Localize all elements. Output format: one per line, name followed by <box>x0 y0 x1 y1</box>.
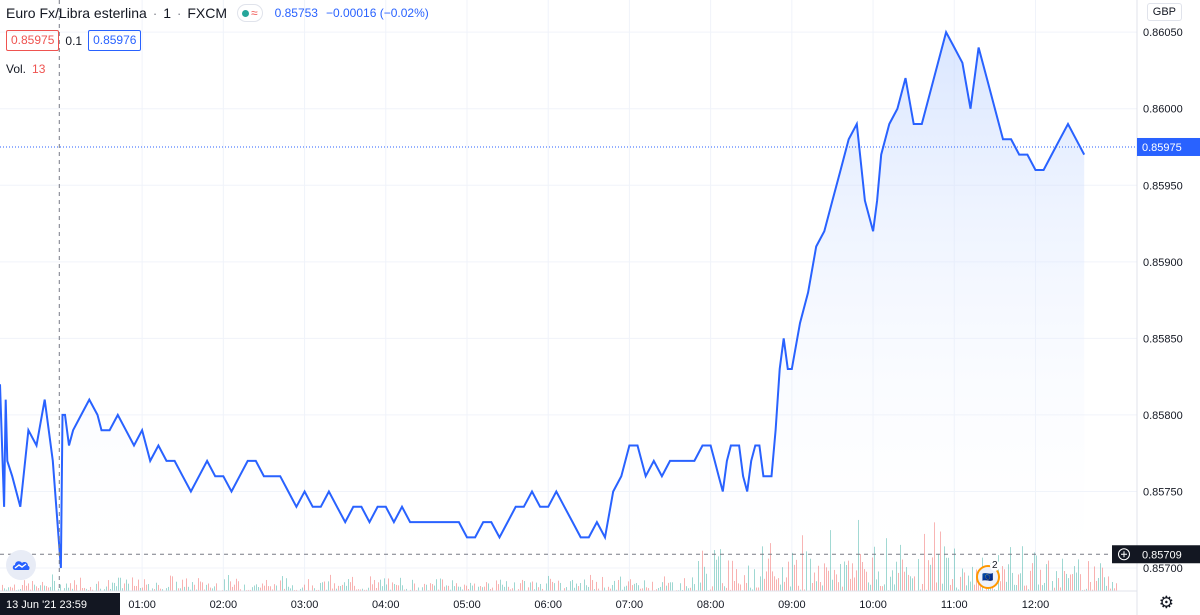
y-tick-label: 0.86050 <box>1143 27 1183 39</box>
bid-ask-panel: 0.85975 0.1 0.85976 <box>6 30 142 51</box>
last-price-tag-label: 0.85975 <box>1142 142 1182 154</box>
volume-bar <box>1100 563 1101 591</box>
buy-button[interactable]: 0.85976 <box>88 30 142 51</box>
x-tick-label: 09:00 <box>778 599 806 611</box>
plus-circle-icon <box>1118 548 1130 561</box>
volume-bar <box>1112 581 1113 591</box>
price-line <box>0 29 1086 569</box>
x-tick-label: 08:00 <box>697 599 725 611</box>
time-axis[interactable]: 01:00 02:00 03:00 04:00 05:00 06:00 07:00 08:00… <box>128 599 1049 611</box>
volume-bar <box>1110 588 1111 591</box>
price-tags: 0.85975 0.85709 13 Jun '21 23:59 <box>0 137 1200 615</box>
volume-bar <box>1088 561 1089 591</box>
last-price-tag <box>1137 137 1200 156</box>
symbol-title[interactable]: Euro Fx/Libra esterlina <box>6 5 147 21</box>
y-tick-label: 0.85750 <box>1143 486 1183 498</box>
legend-separator: · <box>152 5 158 21</box>
x-tick-label: 07:00 <box>616 599 644 611</box>
change-legend: −0.00016 (−0.02%) <box>325 6 429 20</box>
volume-bar <box>1114 588 1115 591</box>
price-axis[interactable]: 0.85700 0.85750 0.85800 0.85850 0.85900 0.859… <box>1143 27 1183 575</box>
y-tick-label: 0.85700 <box>1143 563 1183 575</box>
crosshair-price-tag <box>1112 545 1200 564</box>
symbol-legend: Euro Fx/Libra esterlina · 1 · FXCM ≈ 0.8… <box>6 4 429 22</box>
interval-label[interactable]: 1 <box>163 5 171 21</box>
volume-bar <box>1098 577 1099 591</box>
volume-bar <box>1102 567 1103 591</box>
x-tick-label: 05:00 <box>453 599 481 611</box>
price-area-fill <box>0 32 1085 591</box>
volume-bar <box>1084 589 1085 591</box>
sell-button[interactable]: 0.85975 <box>6 30 60 51</box>
volume-value: 13 <box>32 62 46 76</box>
cloud-icon <box>12 561 30 570</box>
market-status-button[interactable]: ≈ <box>237 4 263 22</box>
approx-icon: ≈ <box>251 6 258 20</box>
tradingview-logo-icon[interactable] <box>6 550 36 580</box>
volume-bar <box>1106 585 1107 591</box>
volume-label: Vol. <box>6 62 27 76</box>
crosshair-price-label: 0.85709 <box>1142 549 1182 561</box>
y-tick-label: 0.85900 <box>1143 257 1183 269</box>
volume-bar <box>1094 566 1095 591</box>
volume-bar <box>1096 580 1097 591</box>
currency-button[interactable]: GBP <box>1146 3 1182 21</box>
last-price-legend: 0.85753 <box>274 6 318 20</box>
x-tick-label: 02:00 <box>210 599 238 611</box>
x-tick-label: 01:00 <box>128 599 156 611</box>
y-tick-label: 0.85850 <box>1143 333 1183 345</box>
crosshair-date-label: 13 Jun '21 23:59 <box>6 599 87 611</box>
settings-gear-icon[interactable]: ⚙ <box>1158 593 1174 612</box>
event-count: 2 <box>990 560 1000 571</box>
y-tick-label: 0.85800 <box>1143 410 1183 422</box>
volume-bar <box>1092 589 1093 591</box>
volume-bar <box>1104 577 1105 591</box>
crosshair-time-tag <box>0 593 120 615</box>
market-open-icon <box>242 9 249 17</box>
x-tick-label: 12:00 <box>1022 599 1050 611</box>
x-tick-label: 06:00 <box>534 599 562 611</box>
x-tick-label: 04:00 <box>372 599 400 611</box>
volume-bar <box>1090 581 1091 591</box>
volume-bar <box>1108 576 1109 591</box>
volume-bar <box>1086 588 1087 591</box>
x-tick-label: 10:00 <box>859 599 887 611</box>
x-tick-label: 11:00 <box>941 599 968 611</box>
volume-bar <box>1116 583 1117 591</box>
y-tick-label: 0.86000 <box>1143 104 1183 116</box>
exchange-label[interactable]: FXCM <box>187 5 227 21</box>
x-tick-label: 03:00 <box>291 599 319 611</box>
spread-value: 0.1 <box>65 33 83 48</box>
legend-separator: · <box>176 5 182 21</box>
y-tick-label: 0.85950 <box>1143 180 1183 192</box>
volume-legend[interactable]: Vol. 13 <box>6 62 45 76</box>
